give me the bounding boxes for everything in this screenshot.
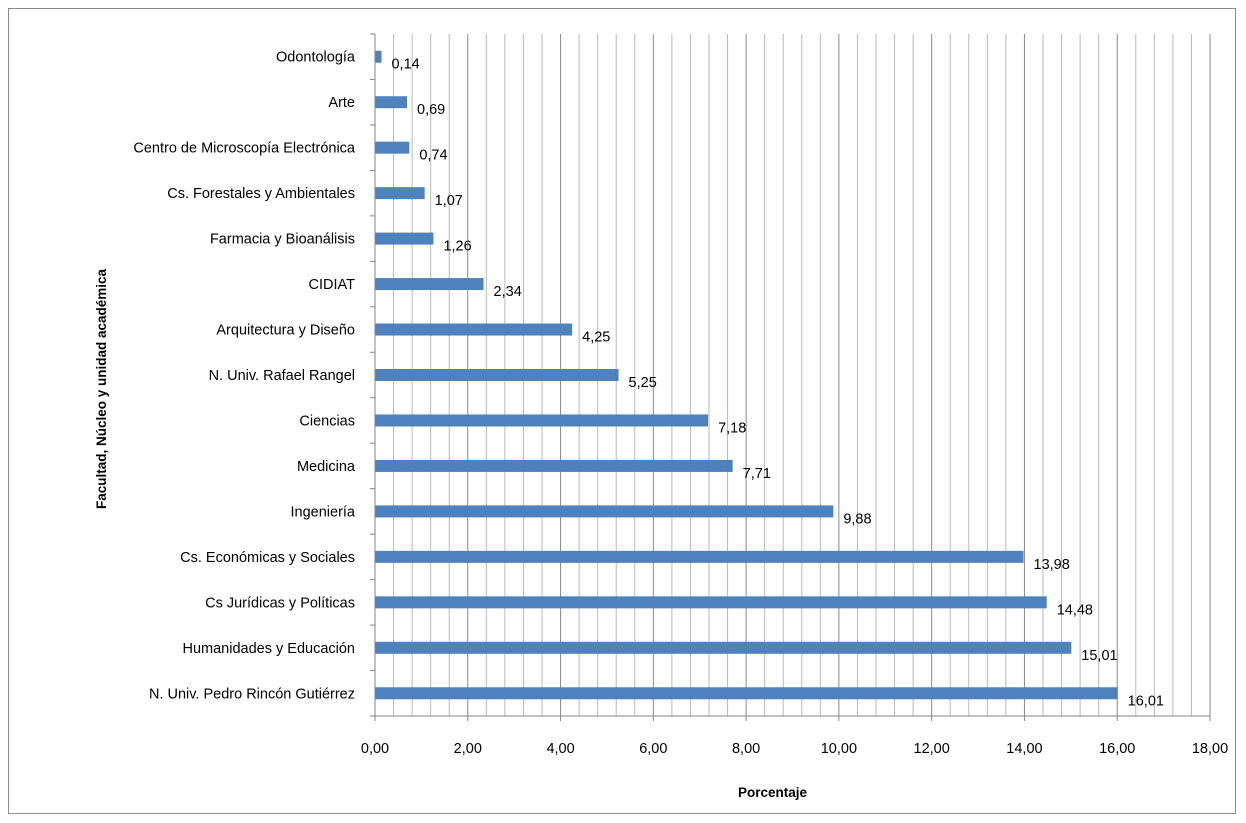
category-label: N. Univ. Pedro Rincón Gutiérrez (149, 686, 355, 702)
x-axis-title: Porcentaje (738, 785, 808, 800)
bar (375, 141, 410, 154)
category-label: Ciencias (299, 413, 355, 429)
data-label: 1,26 (443, 239, 471, 255)
category-label: Medicina (297, 459, 356, 475)
category-label: Humanidades y Educación (183, 641, 356, 657)
data-label: 2,34 (494, 284, 522, 300)
bar (375, 596, 1047, 609)
data-label: 14,48 (1057, 602, 1093, 618)
category-label: Farmacia y Bioanálisis (210, 232, 355, 248)
category-label: CIDIAT (309, 277, 356, 293)
category-label: N. Univ. Rafael Rangel (209, 368, 355, 384)
bar (375, 414, 709, 427)
bar (375, 323, 573, 336)
bar (375, 96, 408, 109)
data-label: 16,01 (1128, 693, 1164, 709)
bar (375, 641, 1072, 654)
bar (375, 459, 733, 472)
x-tick-label: 6,00 (639, 741, 667, 757)
bar (375, 505, 834, 518)
data-label: 13,98 (1034, 557, 1070, 573)
data-label: 7,71 (743, 466, 771, 482)
data-label: 5,25 (629, 375, 657, 391)
category-label: Centro de Microscopía Electrónica (133, 141, 356, 157)
data-label: 4,25 (582, 330, 610, 346)
x-tick-label: 10,00 (821, 741, 857, 757)
x-tick-label: 12,00 (914, 741, 950, 757)
category-label: Odontología (276, 50, 356, 66)
bar (375, 50, 382, 63)
axes (370, 33, 1211, 721)
category-label: Cs Jurídicas y Políticas (205, 595, 355, 611)
x-tick-label: 8,00 (732, 741, 760, 757)
category-label: Cs. Económicas y Sociales (180, 550, 355, 566)
x-tick-label: 0,00 (361, 741, 389, 757)
x-tick-label: 18,00 (1192, 741, 1228, 757)
data-label: 0,14 (391, 57, 419, 73)
x-tick-label: 4,00 (546, 741, 574, 757)
data-label: 9,88 (843, 511, 871, 527)
data-label: 15,01 (1081, 648, 1117, 664)
y-axis-title: Facultad, Núcleo y unidad académica (94, 268, 109, 509)
category-label: Cs. Forestales y Ambientales (167, 186, 355, 202)
labels: 0,00 2,00 4,00 6,00 8,00 10,00 12,00 14,00 16,00… (133, 50, 1228, 757)
data-label: 0,69 (417, 102, 445, 118)
x-tick-label: 14,00 (1006, 741, 1042, 757)
data-label: 7,18 (718, 420, 746, 436)
data-label: 1,07 (435, 193, 463, 209)
bar (375, 278, 484, 291)
bar (375, 687, 1118, 700)
category-label: Arquitectura y Diseño (216, 323, 355, 339)
category-label: Arte (328, 95, 355, 111)
bar (375, 369, 619, 381)
x-tick-label: 16,00 (1099, 741, 1135, 757)
bars (375, 50, 1118, 700)
bar (375, 232, 434, 245)
category-label: Ingeniería (291, 504, 356, 520)
chart-frame (8, 8, 1236, 814)
data-label: 0,74 (419, 148, 447, 164)
bar (375, 187, 425, 200)
x-tick-label: 2,00 (454, 741, 482, 757)
bar (375, 550, 1024, 563)
